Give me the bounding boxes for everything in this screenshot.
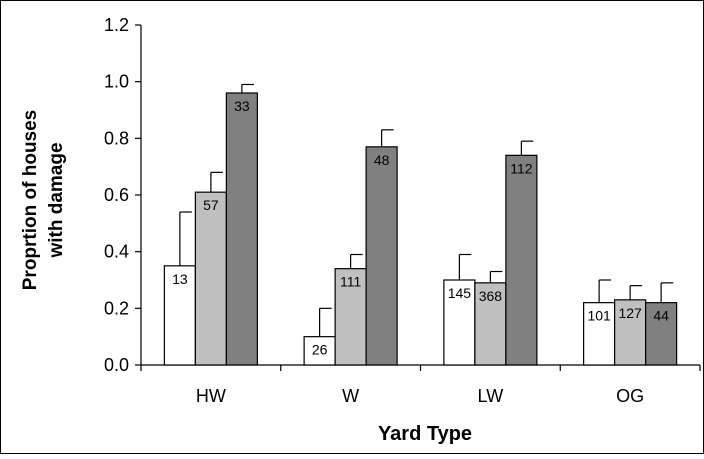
bar [194, 191, 227, 366]
bar [583, 302, 616, 366]
y-tick-label: 0.2 [104, 298, 129, 318]
bar [505, 154, 538, 366]
y-tick-label: 0.4 [104, 242, 129, 262]
bar-data-label: 145 [448, 285, 472, 301]
y-tick-label: 1.0 [104, 72, 129, 92]
bar-data-label: 48 [374, 152, 390, 168]
bar [225, 92, 258, 366]
bar-data-label: 57 [203, 197, 219, 213]
y-tick-label: 1.2 [104, 15, 129, 35]
bar [614, 299, 647, 366]
x-tick-label: LW [478, 386, 504, 406]
y-axis-title-line-2: with damage [46, 142, 67, 258]
bar [645, 302, 678, 366]
x-tick-label: HW [196, 386, 226, 406]
bar-data-label: 111 [340, 274, 361, 290]
y-tick-label: 0.6 [104, 185, 129, 205]
bar-data-label: 112 [510, 160, 533, 176]
bar [474, 282, 507, 366]
bar [365, 146, 398, 366]
y-axis-title-line-1: Proprtion of houses [20, 110, 41, 291]
x-axis-title: Yard Type [378, 423, 472, 445]
y-tick-label: 0.8 [104, 128, 129, 148]
bar [303, 336, 336, 366]
plot-area: 0.0 0.2 0.4 0.6 0.8 1.0 1.2 HW W LW OG 13 57 33 26 111 4… [104, 15, 701, 406]
bar-data-label: 26 [312, 342, 328, 358]
y-tick-label: 0.0 [104, 355, 129, 375]
bar-data-label: 368 [479, 288, 503, 304]
bar-data-label: 13 [172, 271, 188, 287]
bar [163, 265, 196, 366]
bar [334, 268, 367, 366]
x-tick-label: W [342, 386, 359, 406]
bar-data-label: 33 [234, 98, 250, 114]
bar-data-label: 127 [618, 305, 642, 321]
bar-data-label: 101 [587, 308, 611, 324]
x-tick-label: OG [616, 386, 644, 406]
y-axis-title: Proprtion of houses with damage [20, 110, 67, 291]
bar-data-label: 44 [653, 308, 669, 324]
